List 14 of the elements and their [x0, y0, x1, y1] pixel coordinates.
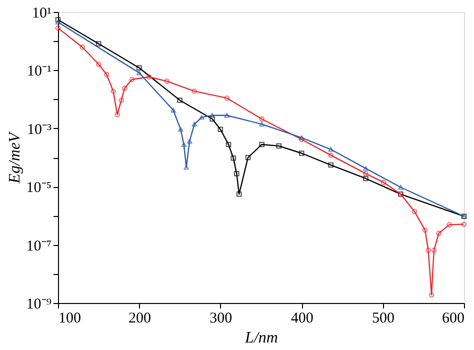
x-tick-label: 500	[372, 310, 395, 326]
y-tick-label: 10⁻⁹	[26, 296, 52, 312]
y-tick-label: 10¹	[32, 6, 52, 22]
x-axis-title: L/nm	[244, 330, 278, 346]
x-tick-label: 600	[442, 310, 464, 326]
x-tick-label: 100	[58, 310, 81, 326]
x-tick-label: 400	[290, 310, 314, 326]
y-tick-label: 10⁻³	[27, 122, 52, 138]
x-tick-label: 200	[128, 310, 151, 326]
y-tick-label: 10⁻⁵	[26, 180, 52, 196]
y-tick-label: 10⁻¹	[27, 64, 52, 80]
x-tick-label: 300	[210, 310, 232, 326]
y-tick-label: 10⁻⁷	[26, 238, 52, 254]
y-axis-title: Eg/meV	[6, 130, 24, 184]
